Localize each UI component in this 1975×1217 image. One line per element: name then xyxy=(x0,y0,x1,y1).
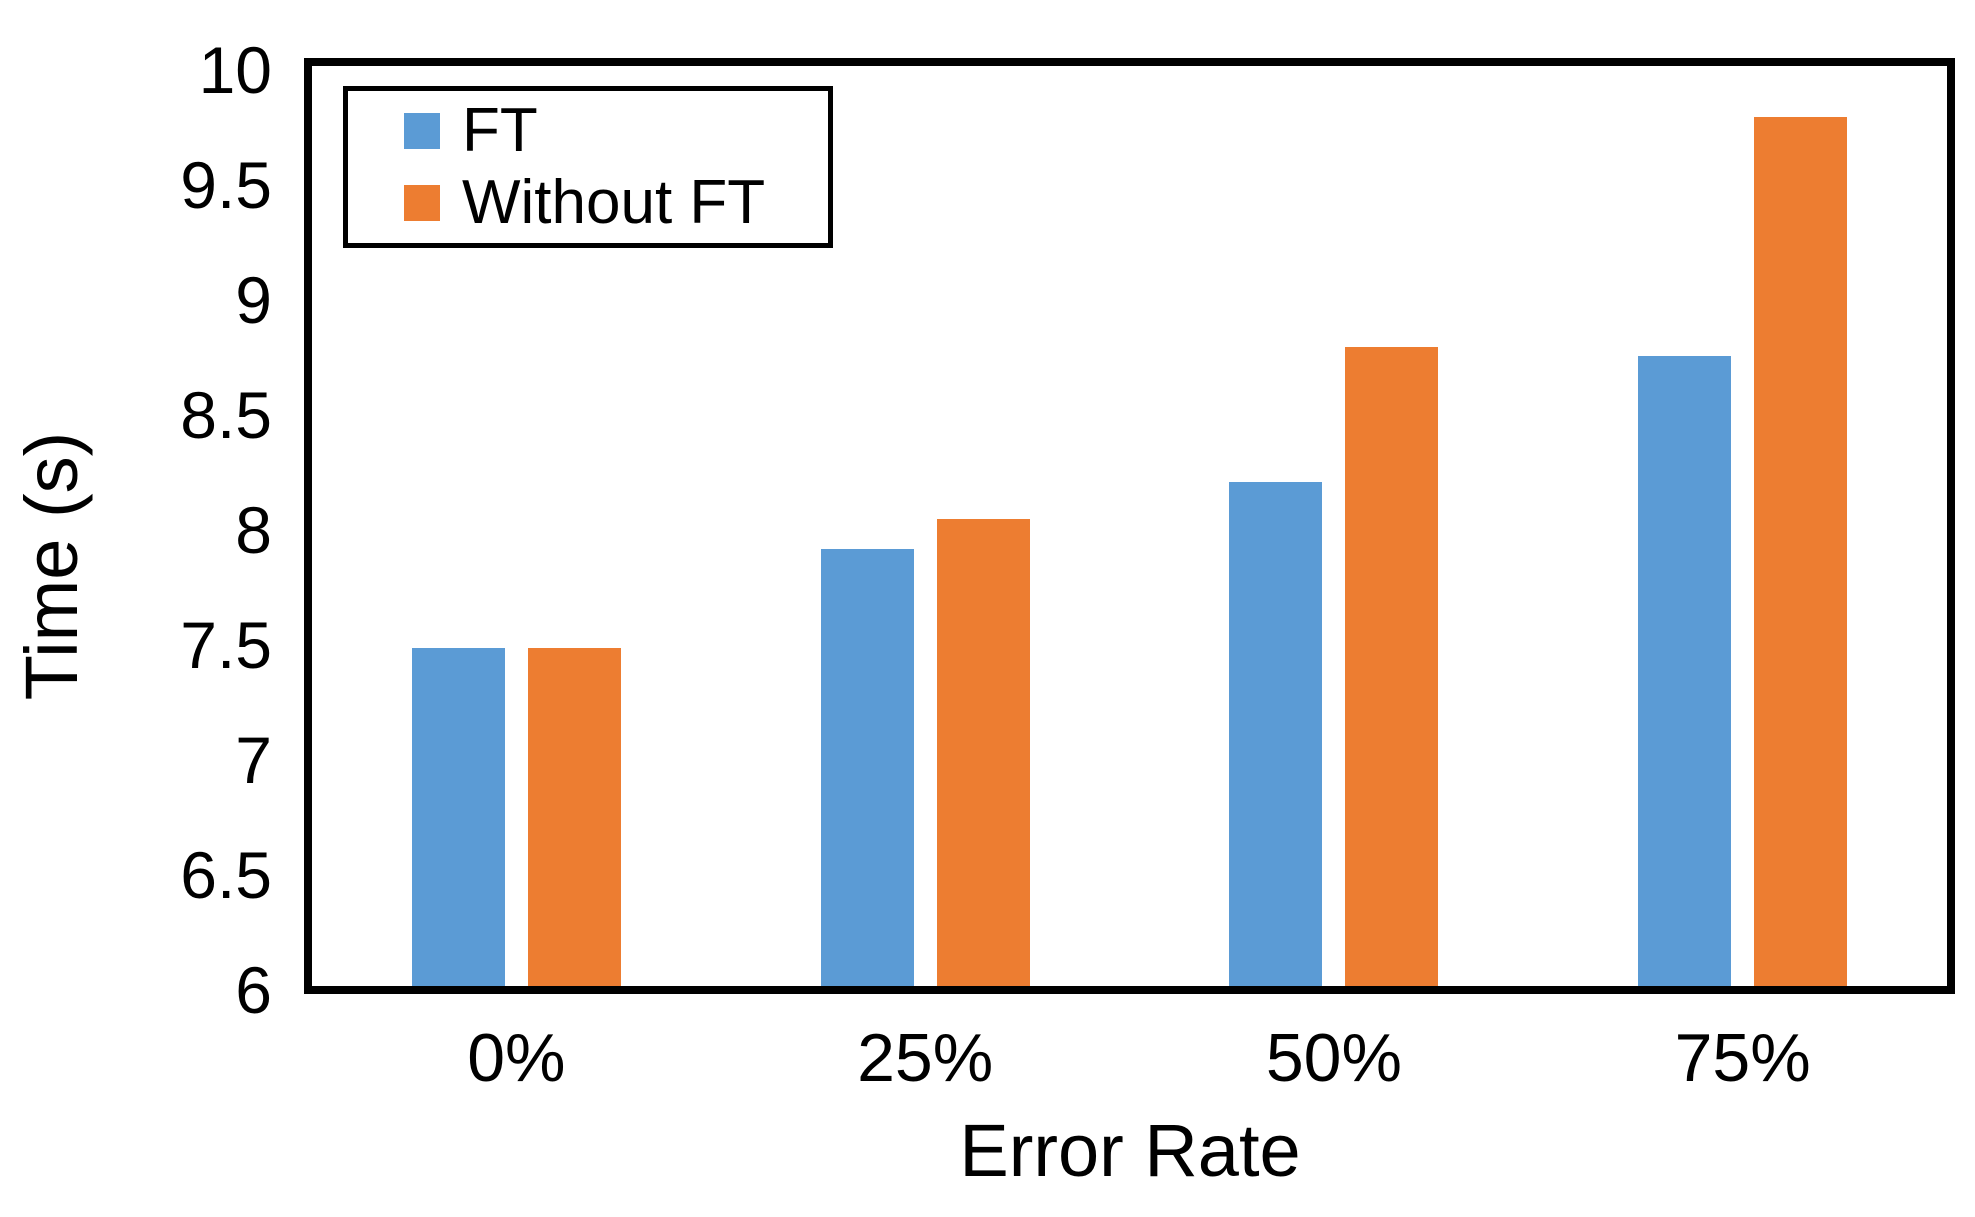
y-tick-label: 9.5 xyxy=(180,148,272,222)
legend-item-ft: FT xyxy=(404,100,828,162)
y-tick-label: 6 xyxy=(235,953,272,1027)
x-tick-label-25%: 25% xyxy=(857,1020,994,1096)
y-tick-label: 7.5 xyxy=(180,608,272,682)
legend-item-without-ft: Without FT xyxy=(404,167,828,237)
y-tick-label: 9 xyxy=(235,263,272,337)
legend-swatch-icon xyxy=(404,184,440,221)
bar-without-ft-0% xyxy=(527,647,621,986)
x-tick-label-50%: 50% xyxy=(1265,1020,1402,1096)
y-tick-label: 6.5 xyxy=(180,838,272,912)
y-tick-label: 8.5 xyxy=(180,378,272,452)
x-tick-label-75%: 75% xyxy=(1674,1020,1811,1096)
legend: FT Without FT xyxy=(343,86,833,248)
bar-ft-75% xyxy=(1638,355,1732,986)
legend-label: Without FT xyxy=(462,167,766,237)
legend-label: FT xyxy=(462,96,538,166)
x-tick-label-0%: 0% xyxy=(467,1020,566,1096)
legend-swatch-icon xyxy=(404,113,440,150)
bar-ft-25% xyxy=(820,549,914,986)
bar-ft-0% xyxy=(411,647,505,986)
y-tick-label: 7 xyxy=(235,723,272,797)
bar-without-ft-75% xyxy=(1754,116,1848,986)
bar-without-ft-25% xyxy=(936,519,1030,986)
bar-ft-50% xyxy=(1229,482,1323,986)
x-axis-title: Error Rate xyxy=(959,1109,1301,1192)
y-tick-label: 8 xyxy=(235,493,272,567)
y-tick-label: 10 xyxy=(198,33,272,107)
plot-area xyxy=(312,66,1947,986)
bar-without-ft-50% xyxy=(1345,346,1439,986)
